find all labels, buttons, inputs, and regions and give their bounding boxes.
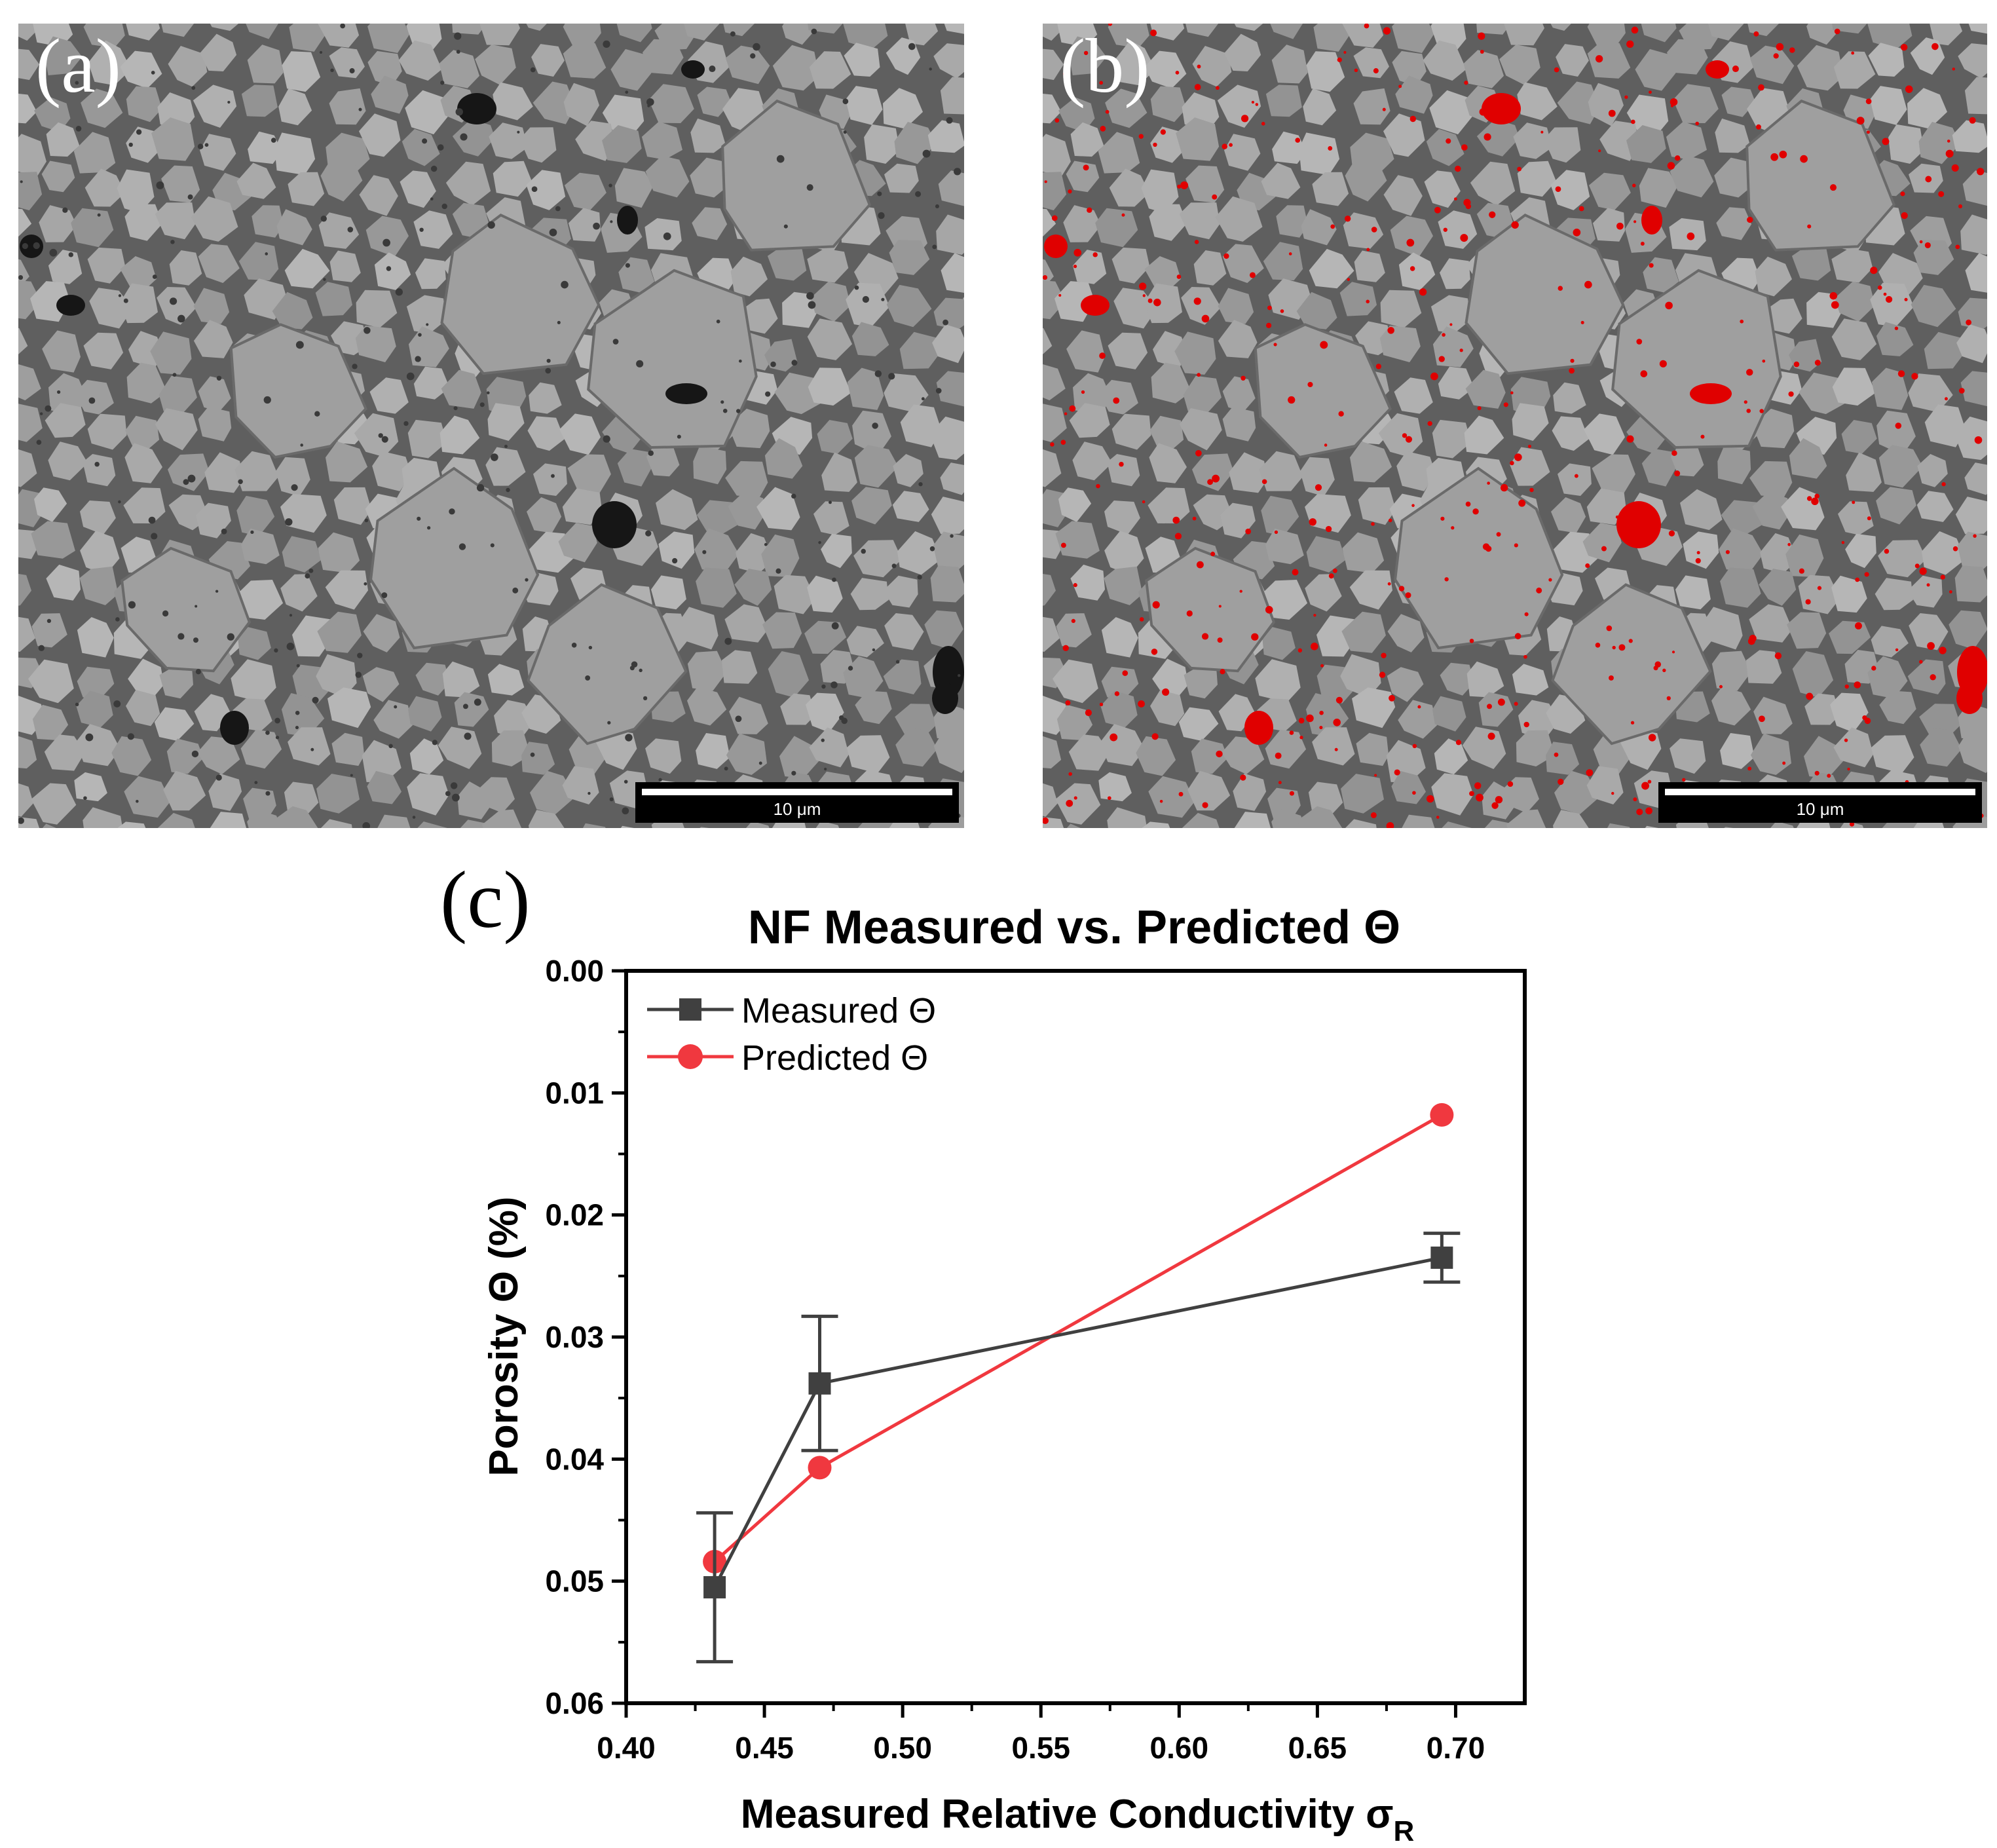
- chart-panel: (c) NF Measured vs. Predicted Θ 0.40 0.45…: [440, 855, 1527, 1847]
- y-tick-label: 0.00: [545, 954, 604, 988]
- panel-label-a: (a): [35, 24, 121, 109]
- grain-structure-b: [1043, 24, 1987, 828]
- legend: Measured Θ Predicted Θ: [647, 991, 936, 1078]
- data-point-predicted: [1430, 1103, 1454, 1127]
- grain-structure-a: [18, 24, 964, 828]
- scale-bar-b: 10 μm: [1658, 782, 1982, 823]
- y-tick-label: 0.01: [545, 1076, 604, 1110]
- x-tick-label: 0.60: [1150, 1731, 1209, 1765]
- x-tick-label: 0.70: [1427, 1731, 1485, 1765]
- y-tick-label: 0.04: [545, 1442, 604, 1476]
- x-axis-label-main: Measured Relative Conductivity σ: [741, 1792, 1394, 1837]
- x-tick-label: 0.55: [1011, 1731, 1070, 1765]
- y-axis-label: Porosity Θ (%): [481, 1196, 527, 1476]
- legend-marker-predicted: [678, 1044, 703, 1069]
- y-tick-label: 0.02: [545, 1198, 604, 1232]
- legend-label-predicted: Predicted Θ: [741, 1038, 928, 1078]
- x-tick-label: 0.40: [597, 1731, 656, 1765]
- data-point-predicted: [808, 1456, 832, 1480]
- legend-marker-measured: [679, 998, 701, 1021]
- panel-label-b: (b): [1060, 24, 1150, 109]
- x-tick-label: 0.65: [1288, 1731, 1347, 1765]
- series-line-predicted: [713, 1113, 1443, 1563]
- plot-frame: [624, 969, 1527, 1705]
- data-point-measured: [703, 1575, 726, 1598]
- panel-label-c: (c): [440, 855, 531, 945]
- y-tick-label: 0.03: [545, 1320, 604, 1354]
- series-line-measured: [713, 1256, 1442, 1589]
- x-axis-label-subscript: R: [1394, 1815, 1415, 1847]
- x-axis-label: Measured Relative Conductivity σR: [741, 1792, 1415, 1847]
- x-tick-label: 0.45: [735, 1731, 794, 1765]
- scale-bar-label-a: 10 μm: [773, 799, 821, 819]
- data-point-measured: [808, 1372, 831, 1395]
- chart-title: NF Measured vs. Predicted Θ: [748, 901, 1400, 954]
- scale-bar-a: 10 μm: [635, 782, 959, 823]
- micrograph-b: (b) 10 μm: [1043, 24, 1987, 828]
- x-tick-label: 0.50: [873, 1731, 932, 1765]
- scale-bar-label-b: 10 μm: [1796, 799, 1844, 819]
- y-tick-label: 0.05: [545, 1564, 604, 1598]
- data-point-measured: [1430, 1246, 1453, 1269]
- y-tick-label: 0.06: [545, 1686, 604, 1720]
- micrograph-a: (a) 10 μm: [18, 24, 964, 828]
- legend-label-measured: Measured Θ: [741, 991, 936, 1030]
